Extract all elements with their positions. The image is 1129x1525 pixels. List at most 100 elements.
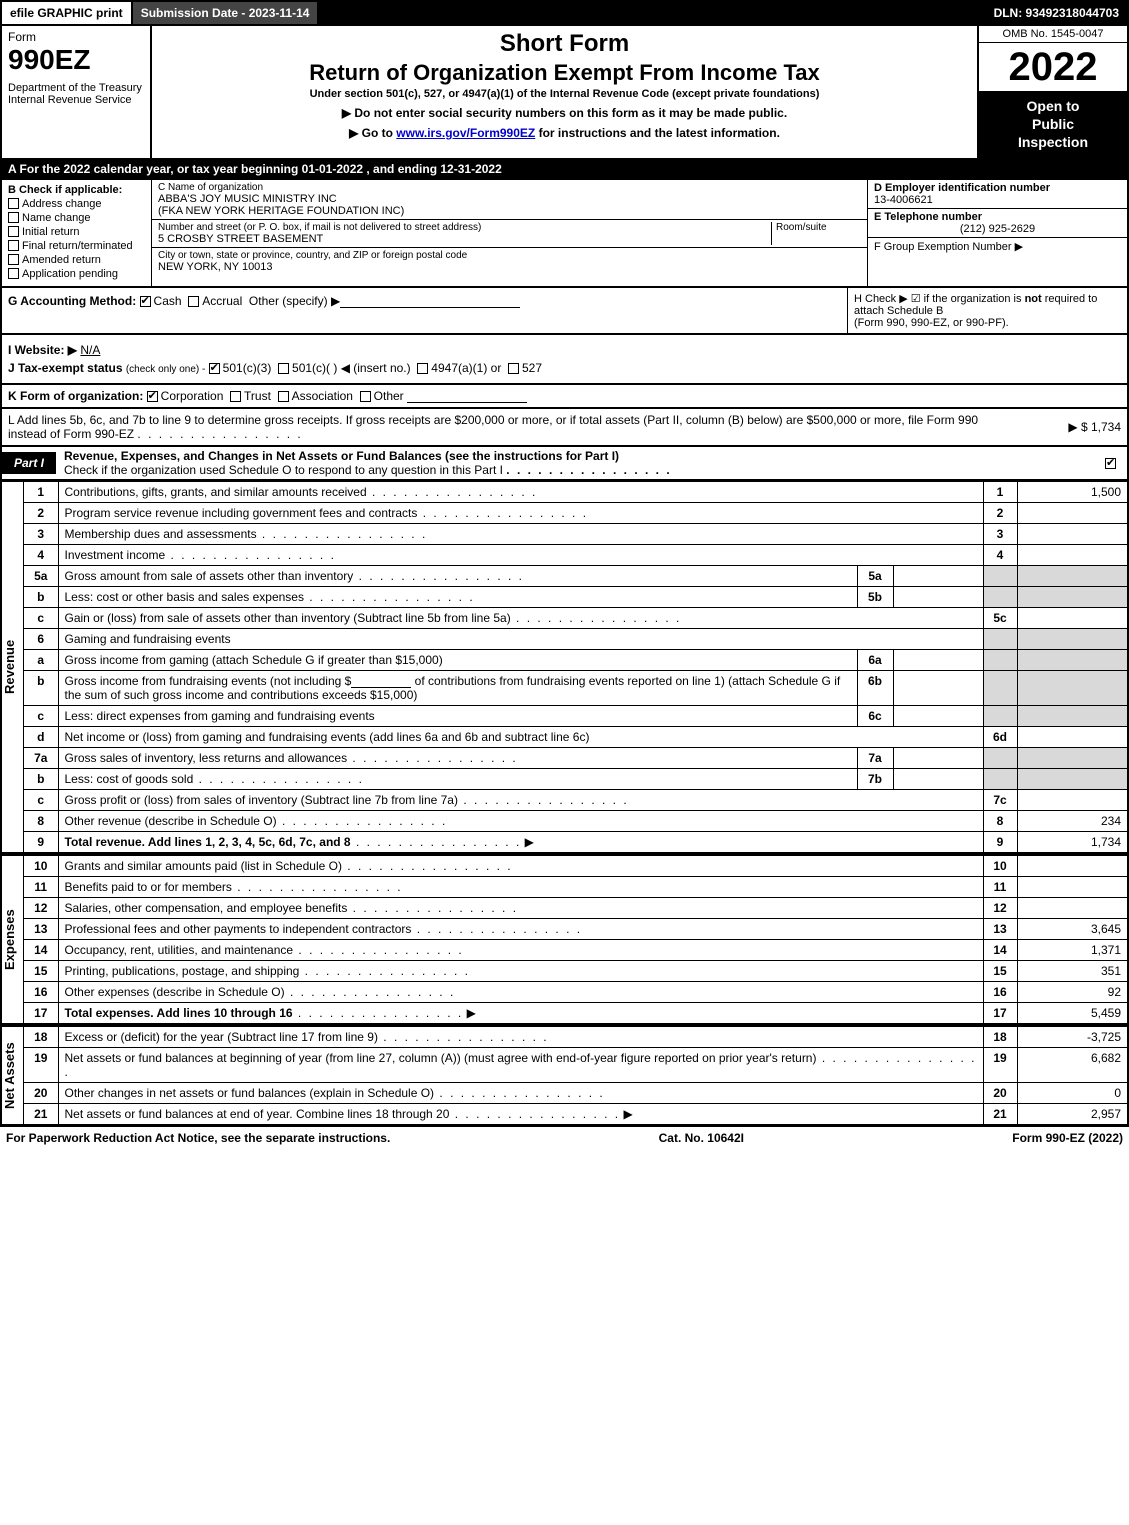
r6a-rn bbox=[983, 649, 1017, 670]
footer-left: For Paperwork Reduction Act Notice, see … bbox=[6, 1131, 390, 1145]
r20-val: 0 bbox=[1017, 1082, 1127, 1103]
r20-desc: Other changes in net assets or fund bala… bbox=[65, 1086, 435, 1100]
g-cash-check[interactable] bbox=[140, 296, 151, 307]
header-left: Form 990EZ Department of the Treasury In… bbox=[2, 26, 152, 158]
r14-rn: 14 bbox=[983, 939, 1017, 960]
open-line2: Public bbox=[983, 115, 1123, 133]
row-6a: aGross income from gaming (attach Schedu… bbox=[24, 649, 1127, 670]
website-value: N/A bbox=[80, 343, 100, 357]
line-g: G Accounting Method: Cash Accrual Other … bbox=[2, 288, 847, 333]
k-other-check[interactable] bbox=[360, 391, 371, 402]
r7c-num: c bbox=[24, 789, 58, 810]
efile-print[interactable]: efile GRAPHIC print bbox=[2, 2, 131, 24]
r1-rn: 1 bbox=[983, 481, 1017, 502]
line-j: J Tax-exempt status (check only one) - 5… bbox=[8, 361, 1121, 375]
r6-rn bbox=[983, 628, 1017, 649]
r11-val bbox=[1017, 876, 1127, 897]
c-street-label: Number and street (or P. O. box, if mail… bbox=[158, 222, 771, 233]
r6-val bbox=[1017, 628, 1127, 649]
b-opt-name-text: Name change bbox=[22, 212, 91, 224]
r3-desc: Membership dues and assessments bbox=[65, 527, 257, 541]
row-1: 1Contributions, gifts, grants, and simil… bbox=[24, 481, 1127, 502]
r21-val: 2,957 bbox=[1017, 1103, 1127, 1124]
instr-goto: ▶ Go to www.irs.gov/Form990EZ for instru… bbox=[160, 126, 969, 140]
r20-num: 20 bbox=[24, 1082, 58, 1103]
r5a-rn bbox=[983, 565, 1017, 586]
r12-num: 12 bbox=[24, 897, 58, 918]
part-i-dots bbox=[506, 463, 671, 477]
row-7c: cGross profit or (loss) from sales of in… bbox=[24, 789, 1127, 810]
r6a-sv bbox=[893, 649, 983, 670]
part-i-title-text: Revenue, Expenses, and Changes in Net As… bbox=[64, 449, 619, 463]
row-g-h: G Accounting Method: Cash Accrual Other … bbox=[0, 288, 1129, 335]
g-accrual-check[interactable] bbox=[188, 296, 199, 307]
j-opt4: 527 bbox=[522, 361, 542, 375]
j-opt3-check[interactable] bbox=[417, 363, 428, 374]
k-trust-check[interactable] bbox=[230, 391, 241, 402]
k-other: Other bbox=[374, 389, 404, 403]
k-corp-check[interactable] bbox=[147, 391, 158, 402]
r6a-val bbox=[1017, 649, 1127, 670]
j-opt2-check[interactable] bbox=[278, 363, 289, 374]
g-other-blank[interactable] bbox=[340, 296, 520, 308]
r6c-num: c bbox=[24, 705, 58, 726]
footer-right-pre: Form bbox=[1012, 1131, 1045, 1145]
k-other-blank[interactable] bbox=[407, 391, 527, 403]
b-opt-initial[interactable]: Initial return bbox=[8, 226, 145, 238]
g-cash: Cash bbox=[154, 294, 182, 308]
r6c-sn: 6c bbox=[857, 705, 893, 726]
r12-val bbox=[1017, 897, 1127, 918]
dept-treasury: Department of the Treasury bbox=[8, 82, 144, 94]
b-opt-final[interactable]: Final return/terminated bbox=[8, 240, 145, 252]
j-opt1-check[interactable] bbox=[209, 363, 220, 374]
part-i-badge: Part I bbox=[2, 452, 56, 474]
part-i-check[interactable] bbox=[1097, 456, 1127, 470]
r6b-rn bbox=[983, 670, 1017, 705]
form-label: Form bbox=[8, 30, 144, 44]
col-def: D Employer identification number 13-4006… bbox=[867, 180, 1127, 286]
r15-desc: Printing, publications, postage, and shi… bbox=[65, 964, 300, 978]
r16-rn: 16 bbox=[983, 981, 1017, 1002]
j-opt4-check[interactable] bbox=[508, 363, 519, 374]
r5b-num: b bbox=[24, 586, 58, 607]
b-opt-amended[interactable]: Amended return bbox=[8, 254, 145, 266]
r14-num: 14 bbox=[24, 939, 58, 960]
c-name-block: C Name of organization ABBA'S JOY MUSIC … bbox=[152, 180, 867, 220]
instr-ssn: ▶ Do not enter social security numbers o… bbox=[160, 106, 969, 120]
c-city-block: City or town, state or province, country… bbox=[152, 248, 867, 275]
b-opt-address[interactable]: Address change bbox=[8, 198, 145, 210]
r13-desc: Professional fees and other payments to … bbox=[65, 922, 412, 936]
r12-rn: 12 bbox=[983, 897, 1017, 918]
open-line3: Inspection bbox=[983, 133, 1123, 151]
irs-link[interactable]: www.irs.gov/Form990EZ bbox=[396, 126, 535, 140]
k-assoc: Association bbox=[292, 389, 353, 403]
b-opt-pending[interactable]: Application pending bbox=[8, 268, 145, 280]
r5a-sn: 5a bbox=[857, 565, 893, 586]
r15-val: 351 bbox=[1017, 960, 1127, 981]
i-label: I Website: ▶ bbox=[8, 343, 77, 357]
b-opt-name[interactable]: Name change bbox=[8, 212, 145, 224]
c-name-label: C Name of organization bbox=[158, 182, 861, 193]
r16-desc: Other expenses (describe in Schedule O) bbox=[65, 985, 285, 999]
net-assets-table: 18Excess or (deficit) for the year (Subt… bbox=[24, 1026, 1127, 1125]
r5a-desc: Gross amount from sale of assets other t… bbox=[65, 569, 354, 583]
r1-val: 1,500 bbox=[1017, 481, 1127, 502]
j-opt3: 4947(a)(1) or bbox=[431, 361, 501, 375]
phone-value: (212) 925-2629 bbox=[874, 223, 1121, 235]
r7c-rn: 7c bbox=[983, 789, 1017, 810]
d-label: D Employer identification number bbox=[874, 182, 1121, 194]
r21-desc: Net assets or fund balances at end of ye… bbox=[65, 1107, 450, 1121]
r6d-desc: Net income or (loss) from gaming and fun… bbox=[65, 730, 590, 744]
r10-val bbox=[1017, 855, 1127, 876]
row-19: 19Net assets or fund balances at beginni… bbox=[24, 1047, 1127, 1082]
row-4: 4Investment income4 bbox=[24, 544, 1127, 565]
line-k: K Form of organization: Corporation Trus… bbox=[0, 385, 1129, 409]
r6b-blank[interactable] bbox=[351, 676, 411, 688]
k-assoc-check[interactable] bbox=[278, 391, 289, 402]
r6c-desc: Less: direct expenses from gaming and fu… bbox=[65, 709, 375, 723]
f-block: F Group Exemption Number ▶ bbox=[868, 238, 1127, 255]
r17-arrow-icon bbox=[467, 1006, 478, 1020]
row-5b: bLess: cost or other basis and sales exp… bbox=[24, 586, 1127, 607]
r5b-sn: 5b bbox=[857, 586, 893, 607]
footer-right-bold: 990-EZ bbox=[1046, 1131, 1085, 1145]
